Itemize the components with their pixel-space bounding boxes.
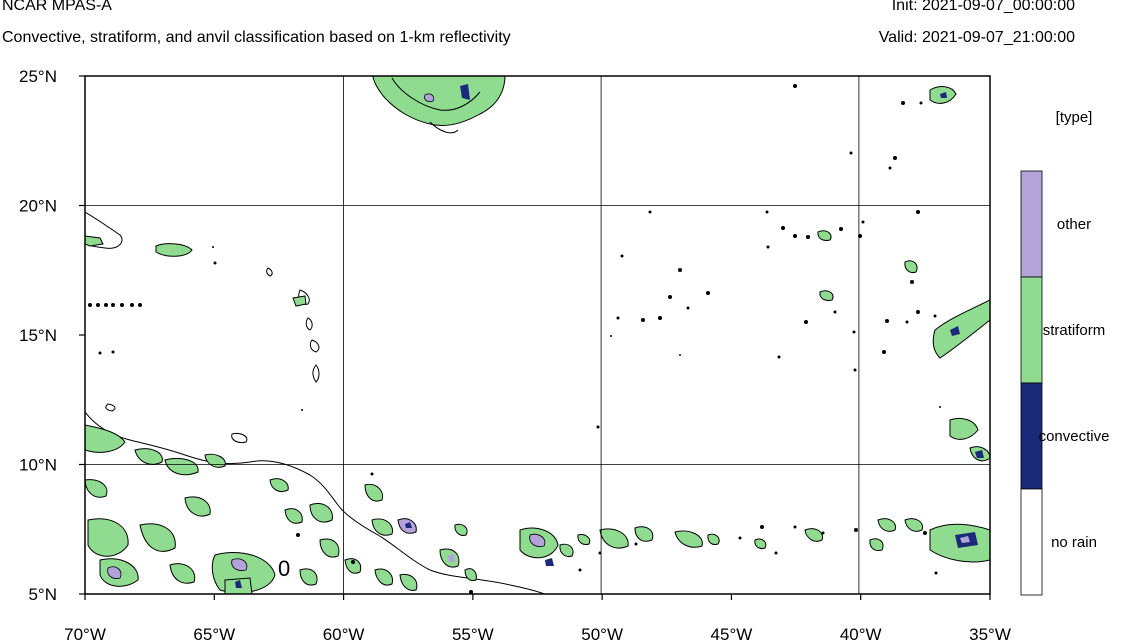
x-tick-label: 70°W: [64, 625, 106, 641]
y-tick-label: 15°N: [19, 326, 57, 345]
colorbar-label-stratiform: stratiform: [1043, 322, 1106, 339]
y-tick-label: 20°N: [19, 197, 57, 216]
colorbar-swatch-other: [1020, 170, 1043, 278]
map-background: [85, 76, 990, 594]
storm-cells-northeast: [817, 86, 990, 462]
gridlines: [85, 76, 990, 594]
storm-cells-west: [85, 235, 307, 355]
x-tick-label: 35°W: [969, 625, 1011, 641]
init-time: Init: 2021-09-07_00:00:00: [891, 0, 1075, 14]
y-tick-label: 10°N: [19, 456, 57, 475]
colorbar-swatch-no-rain: [1020, 488, 1043, 596]
convective-band-west: [85, 424, 477, 594]
y-tick-label: 25°N: [19, 67, 57, 86]
axis-ticks: 70°W 65°W 60°W 55°W 50°W 45°W 40°W 35°W 5°N 10°N 1…: [19, 67, 1011, 641]
map-panel: 0: [85, 76, 990, 594]
valid-time: Valid: 2021-09-07_21:00:00: [878, 29, 1075, 46]
x-tick-label: 45°W: [711, 625, 753, 641]
colorbar-swatch-stratiform: [1020, 276, 1043, 384]
plot-title: NCAR MPAS-A: [2, 0, 112, 14]
scattered-cells: [212, 84, 941, 594]
convective-band-east: [519, 518, 990, 566]
x-tick-label: 55°W: [452, 625, 494, 641]
colorbar-label-convective: convective: [1039, 428, 1110, 445]
x-tick-label: 40°W: [840, 625, 882, 641]
y-tick-label: 5°N: [28, 585, 57, 604]
contour-label: 0: [278, 556, 290, 581]
colorbar: [type] other stratiform convective no rain: [1020, 109, 1110, 596]
colorbar-title: [type]: [1056, 109, 1093, 126]
x-tick-label: 65°W: [193, 625, 235, 641]
x-tick-label: 60°W: [323, 625, 365, 641]
colorbar-label-other: other: [1057, 216, 1091, 233]
x-tick-label: 50°W: [581, 625, 623, 641]
storm-system-north: [372, 76, 506, 134]
island-contours: [105, 267, 320, 443]
colorbar-label-no-rain: no rain: [1051, 534, 1097, 551]
plot-subtitle: Convective, stratiform, and anvil classi…: [2, 29, 511, 46]
